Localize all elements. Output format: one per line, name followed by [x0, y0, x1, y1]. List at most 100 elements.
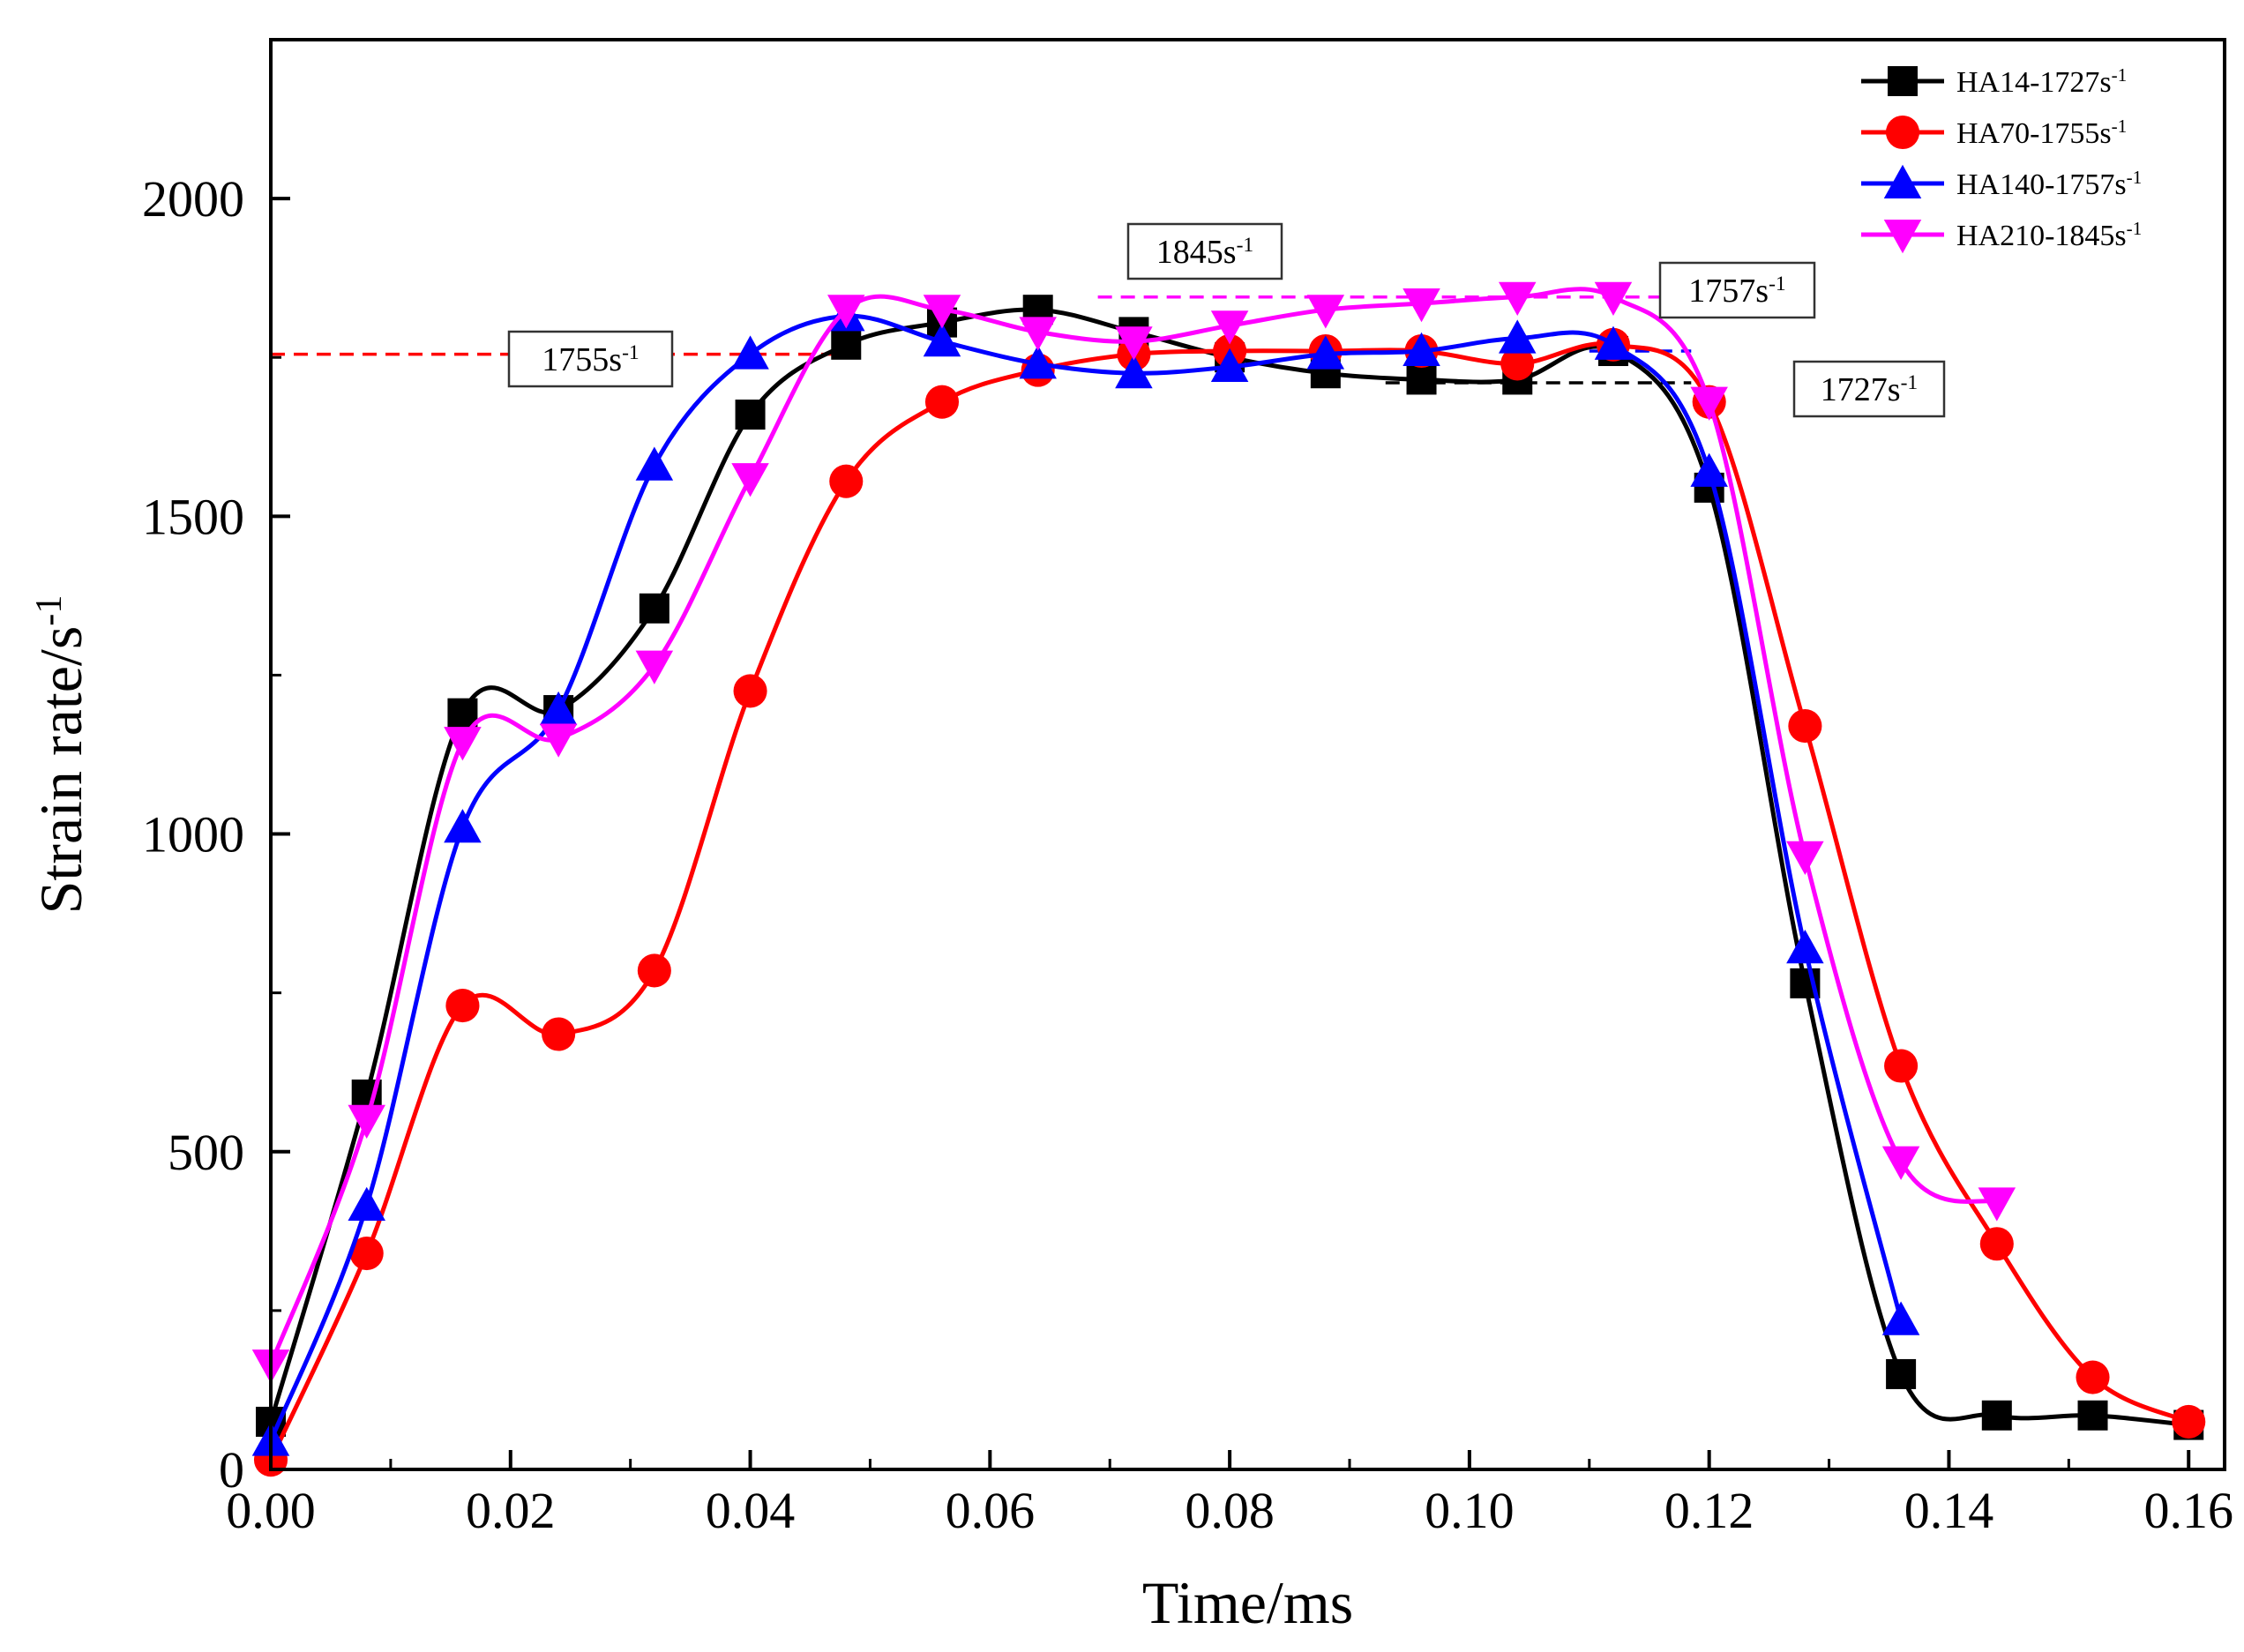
x-tick-label: 0.12	[1664, 1482, 1754, 1539]
data-point	[539, 723, 578, 758]
data-point	[348, 1186, 385, 1222]
data-point	[1690, 452, 1728, 487]
data-point	[1210, 348, 1249, 383]
data-point	[1981, 1400, 2012, 1431]
data-point	[1115, 326, 1153, 361]
series-line	[268, 287, 1998, 1366]
data-point	[731, 463, 769, 497]
y-tick-label: 500	[168, 1124, 244, 1181]
x-tick-label: 0.06	[946, 1482, 1036, 1539]
x-axis-title: Time/ms	[1142, 1569, 1353, 1636]
data-point	[923, 295, 961, 329]
data-point	[1406, 364, 1437, 395]
legend-label: HA210-1845s-1	[1956, 218, 2142, 252]
anno-label: 1757s-1	[1688, 273, 1785, 310]
data-point	[735, 400, 766, 430]
series-3	[251, 297, 1920, 1456]
data-point	[733, 674, 767, 708]
data-point	[1306, 335, 1345, 370]
anno-box	[1126, 222, 1283, 280]
x-tick-label: 0.04	[706, 1482, 796, 1539]
legend-marker	[1888, 66, 1918, 96]
data-point	[1690, 386, 1728, 421]
series-4	[251, 281, 2016, 1384]
data-point	[1881, 1146, 1920, 1180]
legend: HA14-1727s-1 HA70-1755s-1 HA140-1757s-1 HA2…	[1861, 64, 2142, 254]
anno-1727s: 1727s-1	[1792, 360, 1946, 418]
legend-label: HA70-1755s-1	[1956, 116, 2127, 150]
data-point	[831, 329, 862, 360]
x-tick-label: 0.16	[2143, 1482, 2233, 1539]
tick-labels: 0.00 0.02 0.04 0.06 0.08 0.10 0.12 0.14 0.16 0 500…	[142, 170, 2233, 1539]
legend-marker	[1885, 115, 1920, 150]
x-tick-label: 0.14	[1904, 1482, 1994, 1539]
legend-label: HA140-1757s-1	[1956, 167, 2142, 201]
data-point	[635, 446, 674, 481]
data-point	[923, 322, 961, 357]
y-tick-label: 1000	[142, 806, 244, 863]
data-point	[1886, 1358, 1917, 1389]
data-point	[1594, 281, 1633, 317]
data-point	[1786, 841, 1824, 876]
data-point	[1788, 709, 1822, 744]
anno-1845s: 1845s-1	[1126, 222, 1283, 280]
plot-frame	[269, 38, 2226, 1471]
data-point	[829, 464, 864, 498]
data-point	[1402, 288, 1440, 323]
legend-item-4: HA210-1845s-1	[1861, 218, 2142, 254]
data-point	[731, 335, 769, 370]
legend-marker	[1883, 220, 1922, 254]
data-point	[1019, 345, 1057, 379]
data-point	[349, 1237, 384, 1271]
data-point	[539, 691, 578, 726]
anno-label: 1727s-1	[1821, 371, 1918, 408]
data-point	[1881, 1301, 1920, 1335]
data-point	[2172, 1404, 2206, 1439]
data-point	[2076, 1360, 2110, 1394]
x-tick-label: 0.00	[226, 1482, 316, 1539]
data-point	[637, 953, 671, 988]
x-tick-label: 0.08	[1185, 1482, 1275, 1539]
x-tick-label: 0.02	[466, 1482, 556, 1539]
data-point	[1594, 325, 1633, 360]
data-point	[1786, 929, 1824, 964]
data-point	[444, 727, 482, 761]
data-point	[1499, 281, 1537, 317]
data-point	[827, 295, 865, 329]
data-point	[2077, 1400, 2108, 1431]
anno-label: 1845s-1	[1156, 234, 1253, 271]
data-point	[1500, 347, 1535, 381]
y-tick-label: 1500	[142, 488, 244, 545]
anno-label: 1755s-1	[542, 341, 639, 378]
data-point	[639, 593, 669, 624]
data-point	[924, 385, 960, 419]
anno-box	[1792, 360, 1946, 418]
data-point	[1402, 332, 1440, 367]
data-point	[1979, 1227, 2014, 1261]
data-point	[445, 989, 480, 1023]
legend-item-3: HA140-1757s-1	[1861, 164, 2142, 201]
data-point	[542, 1017, 576, 1051]
legend-item-2: HA70-1755s-1	[1861, 115, 2127, 150]
data-point	[1210, 310, 1249, 345]
data-point	[444, 809, 482, 843]
data-point	[1884, 1049, 1919, 1083]
series-line	[268, 313, 1904, 1442]
legend-label: HA14-1727s-1	[1956, 64, 2127, 99]
data-point	[635, 650, 674, 684]
data-point	[1019, 317, 1057, 351]
anno-1755s: 1755s-1	[507, 330, 674, 388]
y-tick-label: 2000	[142, 170, 244, 228]
data-point	[1499, 319, 1537, 354]
x-tick-label: 0.10	[1425, 1482, 1515, 1539]
y-tick-label: 0	[219, 1441, 244, 1499]
data-point	[1115, 354, 1153, 389]
data-point	[1978, 1187, 2016, 1222]
y-axis-title: Strain rate/s-1	[27, 595, 94, 915]
data-point	[1306, 295, 1345, 329]
data-point	[348, 1104, 385, 1140]
anno-box	[1658, 261, 1816, 319]
